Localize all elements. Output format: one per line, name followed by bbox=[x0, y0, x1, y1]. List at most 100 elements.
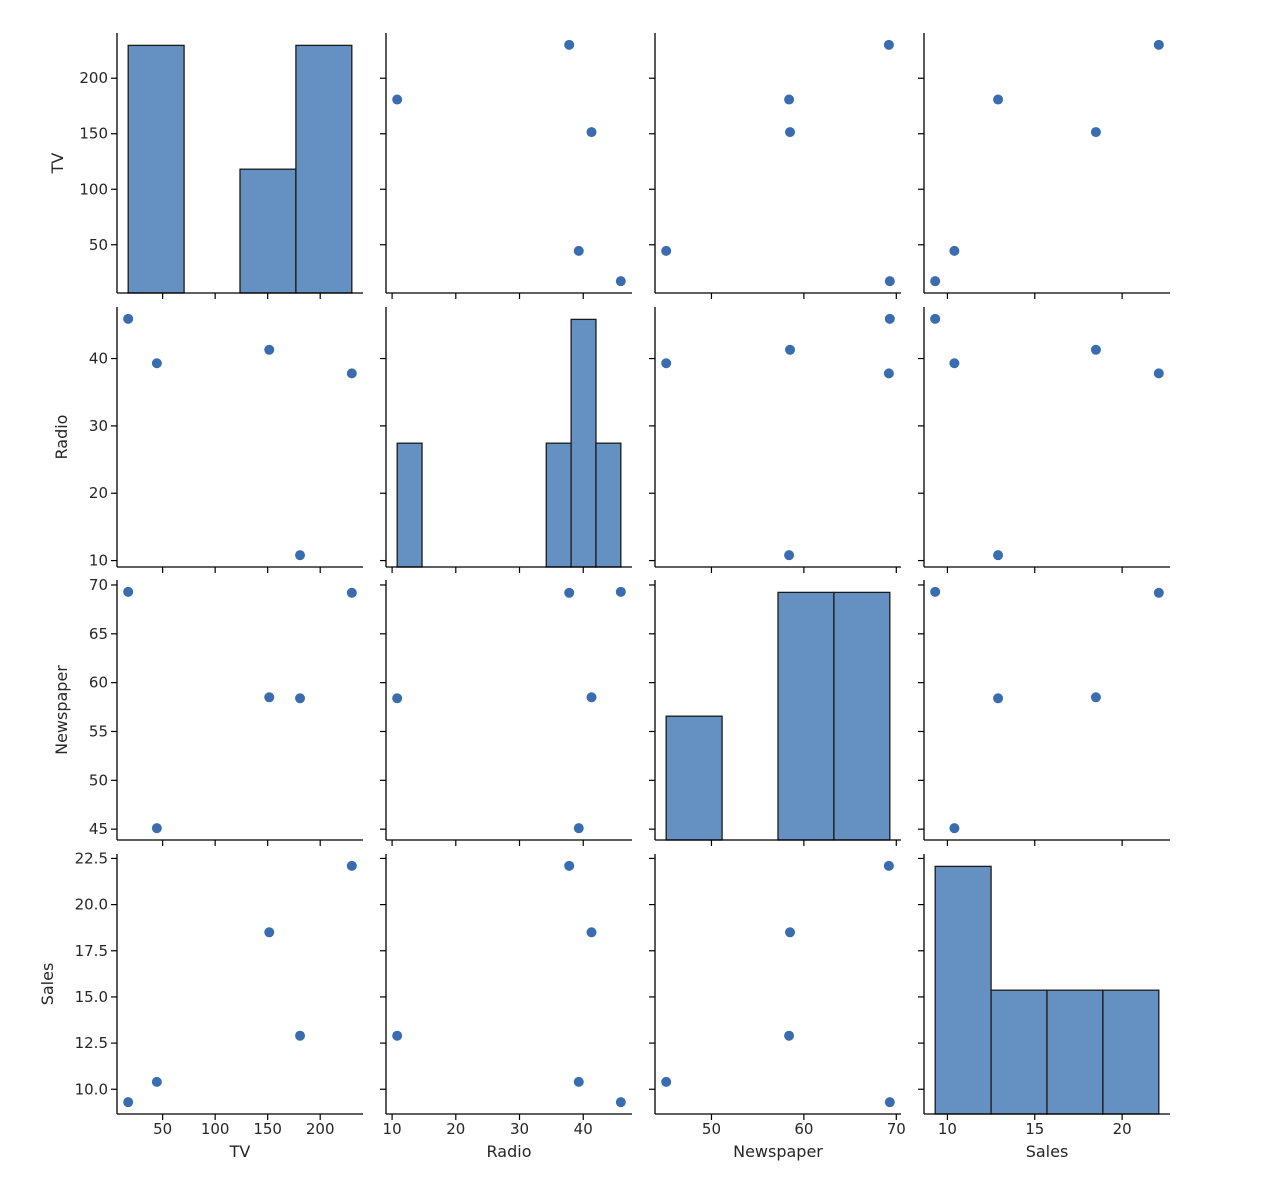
scatter-point bbox=[564, 587, 575, 598]
scatter-point bbox=[295, 1030, 306, 1041]
scatter-point bbox=[615, 276, 626, 287]
scatter-point bbox=[151, 823, 162, 834]
scatter-point bbox=[884, 1097, 895, 1108]
y-tick-label: 20.0 bbox=[75, 896, 108, 914]
x-tick-label: 150 bbox=[253, 1120, 282, 1138]
x-axis-label-Radio: Radio bbox=[487, 1142, 532, 1161]
scatter-point bbox=[884, 276, 895, 287]
scatter-point bbox=[346, 368, 357, 379]
scatter-point bbox=[586, 692, 597, 703]
scatter-point bbox=[264, 692, 275, 703]
y-tick-label: 15.0 bbox=[75, 988, 108, 1006]
x-tick-label: 70 bbox=[887, 1120, 906, 1138]
y-axis-label-Newspaper: Newspaper bbox=[52, 665, 71, 755]
x-tick-label: 200 bbox=[306, 1120, 335, 1138]
y-axis-label-Sales: Sales bbox=[38, 963, 57, 1006]
scatter-point bbox=[564, 39, 575, 50]
scatter-point bbox=[661, 358, 672, 369]
scatter-point bbox=[392, 94, 403, 105]
subplot-hist-Radio bbox=[380, 307, 632, 573]
subplot-hist-TV: 50 100 150 200 bbox=[79, 33, 363, 299]
subplot-Radio-vs-Newspaper bbox=[649, 307, 901, 573]
x-tick-label: 20 bbox=[1113, 1120, 1132, 1138]
scatter-point bbox=[1090, 127, 1101, 138]
scatter-point bbox=[615, 1097, 626, 1108]
y-tick-label: 17.5 bbox=[75, 942, 108, 960]
x-axis-label-TV: TV bbox=[229, 1142, 251, 1161]
y-axis-label-TV: TV bbox=[48, 153, 67, 175]
x-axis-label-Newspaper: Newspaper bbox=[733, 1142, 823, 1161]
histogram-bar bbox=[239, 168, 297, 294]
subplot-Newspaper-vs-Sales bbox=[918, 580, 1170, 846]
histogram-bar bbox=[545, 442, 572, 568]
scatter-point bbox=[151, 358, 162, 369]
y-axis-label-Radio: Radio bbox=[52, 415, 71, 460]
scatter-point bbox=[883, 860, 894, 871]
scatter-point bbox=[295, 693, 306, 704]
x-tick-label: 20 bbox=[446, 1120, 465, 1138]
y-tick-label: 10 bbox=[89, 552, 108, 570]
scatter-point bbox=[586, 927, 597, 938]
y-tick-label: 65 bbox=[89, 625, 108, 643]
scatter-point bbox=[785, 344, 796, 355]
scatter-point bbox=[573, 245, 584, 256]
scatter-point bbox=[993, 94, 1004, 105]
scatter-point bbox=[930, 586, 941, 597]
y-tick-label: 45 bbox=[89, 820, 108, 838]
subplot-Radio-vs-TV: 10 20 30 40 bbox=[89, 307, 363, 573]
histogram-bar bbox=[595, 442, 622, 568]
scatter-point bbox=[993, 550, 1004, 561]
subplot-hist-Newspaper bbox=[649, 580, 901, 846]
scatter-point bbox=[785, 127, 796, 138]
x-axis-label-Sales: Sales bbox=[1026, 1142, 1069, 1161]
scatter-point bbox=[784, 550, 795, 561]
scatter-point bbox=[1153, 39, 1164, 50]
scatter-point bbox=[1090, 344, 1101, 355]
y-tick-label: 50 bbox=[89, 236, 108, 254]
y-tick-label: 200 bbox=[79, 69, 108, 87]
scatter-point bbox=[949, 358, 960, 369]
subplot-Sales-vs-Newspaper: 50 60 70 bbox=[649, 854, 906, 1138]
histogram-bar bbox=[1102, 989, 1160, 1115]
y-tick-label: 40 bbox=[89, 350, 108, 368]
y-tick-label: 50 bbox=[89, 771, 108, 789]
scatter-point bbox=[993, 693, 1004, 704]
scatter-point bbox=[264, 927, 275, 938]
y-tick-label: 30 bbox=[89, 417, 108, 435]
subplot-Newspaper-vs-Radio bbox=[380, 580, 632, 846]
scatter-point bbox=[586, 127, 597, 138]
scatter-point bbox=[151, 1076, 162, 1087]
y-tick-label: 12.5 bbox=[75, 1034, 108, 1052]
scatter-point bbox=[123, 586, 134, 597]
scatter-point bbox=[346, 587, 357, 598]
subplot-hist-Sales: 10 15 20 bbox=[918, 854, 1170, 1138]
x-tick-label: 10 bbox=[938, 1120, 957, 1138]
scatter-point bbox=[123, 313, 134, 324]
histogram-bar bbox=[934, 865, 992, 1115]
scatter-point bbox=[1090, 692, 1101, 703]
scatter-point bbox=[949, 245, 960, 256]
subplot-Sales-vs-Radio: 10 20 30 40 bbox=[380, 854, 632, 1138]
y-tick-label: 150 bbox=[79, 125, 108, 143]
x-tick-label: 60 bbox=[794, 1120, 813, 1138]
x-tick-label: 50 bbox=[702, 1120, 721, 1138]
scatter-point bbox=[564, 860, 575, 871]
scatter-point bbox=[1153, 368, 1164, 379]
x-tick-label: 10 bbox=[383, 1120, 402, 1138]
scatter-point bbox=[661, 245, 672, 256]
scatter-point bbox=[573, 823, 584, 834]
x-tick-label: 15 bbox=[1025, 1120, 1044, 1138]
y-tick-label: 60 bbox=[89, 674, 108, 692]
subplot-TV-vs-Radio bbox=[380, 33, 632, 299]
y-tick-label: 20 bbox=[89, 484, 108, 502]
scatter-point bbox=[661, 1076, 672, 1087]
x-tick-label: 30 bbox=[510, 1120, 529, 1138]
scatter-point bbox=[883, 39, 894, 50]
scatter-point bbox=[392, 1030, 403, 1041]
x-tick-label: 100 bbox=[201, 1120, 230, 1138]
histogram-bar bbox=[777, 591, 835, 841]
scatter-point bbox=[883, 368, 894, 379]
subplot-Newspaper-vs-TV: 45 50 55 60 65 70 bbox=[89, 576, 363, 846]
